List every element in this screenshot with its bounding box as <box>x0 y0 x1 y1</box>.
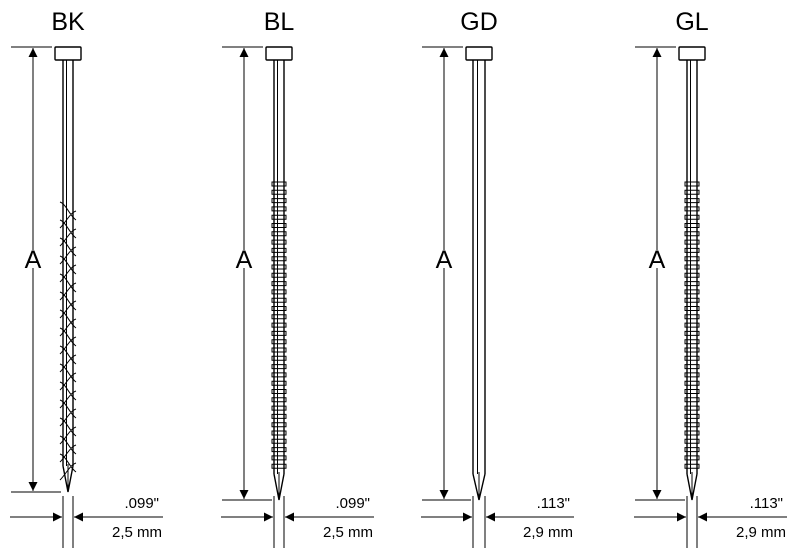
nail-type-label-gd: GD <box>460 8 498 36</box>
length-label: A <box>236 246 253 274</box>
nail-type-label-bk: BK <box>51 8 85 36</box>
nail-shank-screw <box>59 60 77 481</box>
nail-bl: BL A .099" 2,5 mm <box>221 8 374 548</box>
nail-shank-ring <box>271 60 287 474</box>
diameter-mm-label: 2,5 mm <box>323 524 373 541</box>
diameter-inch-label: .099" <box>335 495 370 512</box>
diameter-dimension-gd: .113" 2,9 mm <box>421 495 574 548</box>
diameter-dimension-gl: .113" 2,9 mm <box>634 495 787 548</box>
diameter-inch-label: .099" <box>124 495 159 512</box>
nail-shank-smooth <box>472 60 486 474</box>
length-label: A <box>25 246 42 274</box>
nail-head <box>678 46 706 61</box>
nail-head <box>54 46 82 61</box>
nail-gl: GL A .113" 2,9 mm <box>634 8 787 548</box>
diameter-inch-label: .113" <box>537 495 570 512</box>
nail-type-label-gl: GL <box>675 8 708 36</box>
length-dimension-gd: A <box>422 46 471 501</box>
length-dimension-bk: A <box>11 46 61 493</box>
nail-gd: GD A .113" 2,9 mm <box>421 8 574 548</box>
length-label: A <box>649 246 666 274</box>
nail-head <box>265 46 293 61</box>
diameter-mm-label: 2,9 mm <box>736 524 786 541</box>
nail-type-label-bl: BL <box>264 8 295 36</box>
diameter-dimension-bl: .099" 2,5 mm <box>221 495 374 548</box>
diameter-dimension-bk: .099" 2,5 mm <box>10 495 163 548</box>
nail-shank-ring <box>684 60 700 474</box>
diameter-mm-label: 2,5 mm <box>112 524 162 541</box>
length-dimension-gl: A <box>635 46 685 501</box>
nail-bk: BK A .099" 2,5 mm <box>10 8 163 548</box>
nail-head <box>465 46 493 61</box>
length-label: A <box>436 246 453 274</box>
length-dimension-bl: A <box>222 46 272 501</box>
diameter-mm-label: 2,9 mm <box>523 524 573 541</box>
diameter-inch-label: .113" <box>750 495 783 512</box>
